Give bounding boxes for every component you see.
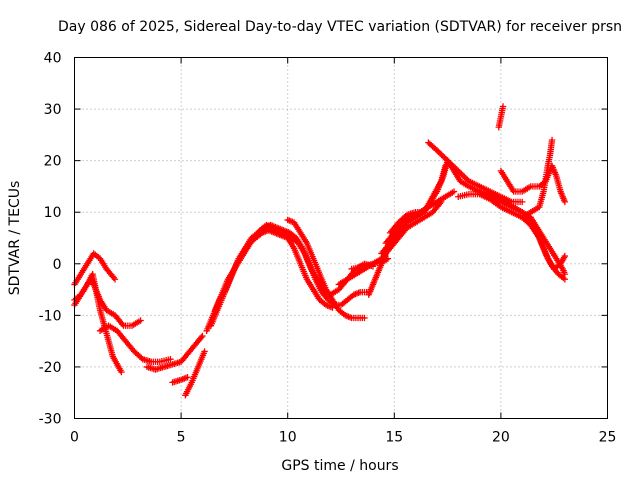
chart-title: Day 086 of 2025, Sidereal Day-to-day VTE… [58,19,622,35]
data-point-marker [450,188,458,195]
x-tick-label: 15 [385,430,403,446]
series-layer [71,103,569,399]
data-point-marker [199,332,206,340]
y-tick-label: 0 [53,257,62,273]
y-tick-label: 30 [44,102,62,118]
series-arc-4 [96,322,174,365]
series-arc-25 [519,136,556,221]
data-point-marker [110,274,117,281]
data-point-marker [118,368,125,376]
series-arc-22 [476,188,569,273]
series-arc-2 [71,276,144,329]
data-point-marker [519,198,526,206]
data-point-marker [198,334,205,341]
x-tick-label: 5 [177,430,186,446]
series-arc-3 [71,270,125,376]
series-arc-6 [169,374,191,386]
tick-layer: 0 5 10 15 20 25 -30 -20 -10 0 10 20 30 40 [39,51,617,446]
y-axis-label: SDTVAR / TECUs [7,181,23,296]
grid-layer [74,57,608,419]
data-point-marker [561,252,569,260]
data-point-marker [119,320,126,328]
y-tick-label: 10 [44,205,62,221]
data-point-marker [167,355,174,363]
y-tick-label: -30 [39,412,62,428]
series-arc-5 [143,332,206,373]
x-tick-label: 20 [492,430,510,446]
data-point-marker [499,103,507,110]
data-point-marker [201,348,208,355]
x-axis-label: GPS time / hours [281,458,398,474]
y-tick-label: -10 [39,308,62,324]
series-arc-7 [182,348,208,399]
data-point-marker [548,136,556,144]
series-arc-1 [71,250,119,288]
y-tick-label: 40 [44,51,62,67]
x-tick-label: 0 [70,430,79,446]
series-arc-17 [382,188,458,247]
data-point-marker [561,198,569,206]
y-tick-label: -20 [39,360,62,376]
series-arc-15 [365,250,389,298]
data-point-marker [137,317,144,324]
series-arc-11 [284,216,368,322]
series-arc-18 [386,157,451,237]
plot-frame [74,57,608,419]
series-arc-23 [495,103,507,131]
data-point-marker [184,374,191,381]
x-tick-label: 10 [279,430,297,446]
y-tick-label: 20 [44,154,62,170]
x-tick-label: 25 [599,430,617,446]
data-point-marker [561,276,569,283]
data-point-marker [361,314,368,322]
data-point-marker [111,276,119,283]
